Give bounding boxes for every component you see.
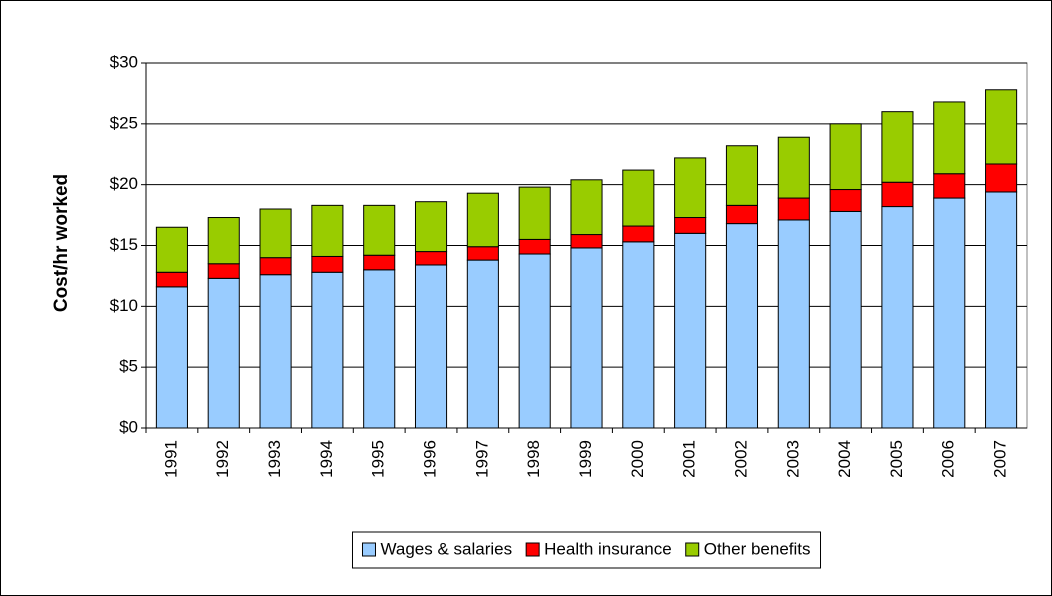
- bar-segment: [570, 179, 603, 236]
- x-tick-label: 2004: [835, 440, 854, 478]
- bar-segment: [311, 271, 344, 429]
- y-tick-label: $15: [110, 235, 138, 254]
- x-tick-label: 1993: [265, 440, 284, 478]
- x-tick-label: 1999: [576, 440, 595, 478]
- x-tick-label: 1998: [524, 440, 543, 478]
- bar-segment: [881, 181, 914, 208]
- bar-segment: [622, 241, 655, 429]
- bar-segment: [466, 192, 499, 248]
- bar-segment: [622, 169, 655, 227]
- x-tick-label: 2003: [783, 440, 802, 478]
- bar-segment: [933, 173, 966, 199]
- y-tick-label: $10: [110, 296, 138, 315]
- bar-segment: [259, 257, 292, 276]
- bar-segment: [311, 255, 344, 273]
- bar-segment: [881, 206, 914, 429]
- bar-segment: [259, 208, 292, 259]
- bar-segment: [777, 197, 810, 221]
- bar-segment: [674, 232, 707, 429]
- bar-segment: [725, 145, 759, 206]
- x-tick-label: 1995: [369, 440, 388, 478]
- y-tick-label: $30: [110, 52, 138, 71]
- legend-box: [351, 531, 822, 569]
- bar-segment: [725, 204, 759, 225]
- bar-segment: [414, 251, 448, 266]
- bar-segment: [674, 217, 707, 234]
- bar-segment: [674, 157, 707, 219]
- bar-segment: [570, 234, 603, 249]
- bar-segment: [363, 254, 396, 271]
- bar-segment: [207, 277, 240, 429]
- bar-segment: [725, 223, 759, 429]
- y-tick-label: $0: [119, 417, 138, 436]
- bar-segment: [829, 123, 862, 191]
- bar-segment: [985, 89, 1018, 165]
- bar-segment: [777, 136, 810, 199]
- bar-segment: [985, 191, 1018, 429]
- bar-segment: [414, 201, 448, 253]
- legend-swatch: [685, 542, 700, 557]
- bar-segment: [777, 219, 810, 429]
- bar-segment: [311, 204, 344, 257]
- legend-label: Health insurance: [544, 539, 672, 558]
- x-tick-label: 2006: [939, 440, 958, 478]
- x-tick-label: 1992: [213, 440, 232, 478]
- bar-segment: [155, 271, 188, 288]
- bar-segment: [363, 269, 396, 429]
- bar-segment: [570, 247, 603, 429]
- x-tick-label: 2005: [887, 440, 906, 478]
- y-tick-label: $5: [119, 357, 138, 376]
- x-tick-label: 1997: [472, 440, 491, 478]
- bar-segment: [414, 264, 448, 429]
- bar-segment: [518, 253, 551, 429]
- bar-segment: [155, 226, 188, 273]
- bar-segment: [622, 225, 655, 243]
- legend-label: Other benefits: [704, 539, 811, 558]
- bar-segment: [259, 274, 292, 429]
- x-tick-label: 2001: [680, 440, 699, 478]
- legend-swatch: [525, 542, 540, 557]
- x-tick-label: 1994: [317, 440, 336, 478]
- bar-segment: [466, 246, 499, 261]
- bar-segment: [518, 238, 551, 255]
- legend-swatch: [361, 542, 376, 557]
- bar-segment: [829, 210, 862, 429]
- x-tick-label: 1991: [161, 440, 180, 478]
- bar-segment: [466, 259, 499, 429]
- bar-segment: [155, 286, 188, 429]
- bar-segment: [985, 163, 1018, 193]
- bar-segment: [933, 101, 966, 175]
- bar-segment: [881, 111, 914, 183]
- bar-segment: [207, 217, 240, 265]
- y-tick-label: $20: [110, 174, 138, 193]
- x-tick-label: 2000: [628, 440, 647, 478]
- bar-segment: [518, 186, 551, 240]
- bar-segment: [207, 263, 240, 279]
- x-tick-label: 1996: [421, 440, 440, 478]
- bar-segment: [363, 204, 396, 256]
- y-tick-label: $25: [110, 113, 138, 132]
- bar-segment: [933, 197, 966, 429]
- bar-segment: [829, 189, 862, 212]
- y-axis-label: Cost/hr worked: [51, 174, 72, 312]
- legend-label: Wages & salaries: [380, 539, 512, 558]
- x-tick-label: 2002: [731, 440, 750, 478]
- x-tick-label: 2007: [991, 440, 1010, 478]
